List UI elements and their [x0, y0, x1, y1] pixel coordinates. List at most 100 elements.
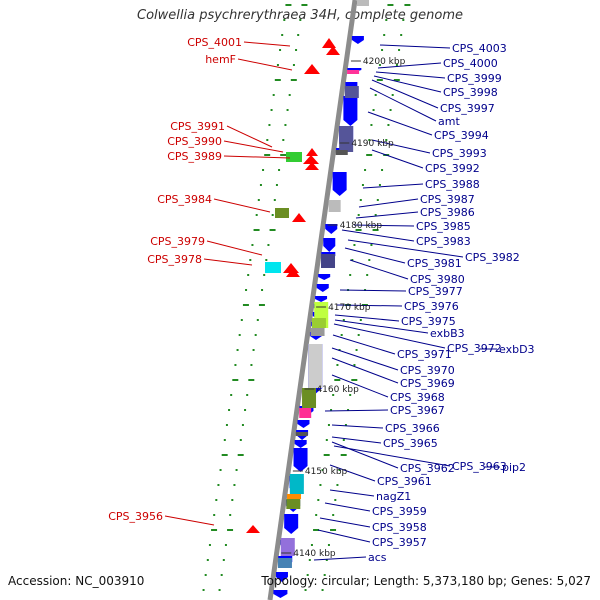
scale-tick: [325, 559, 328, 561]
scale-tick: [290, 79, 297, 81]
topology-text: Topology: circular; Length: 5,373,180 bp…: [261, 574, 591, 588]
scale-tick: [267, 244, 270, 246]
scale-tick: [338, 469, 341, 471]
gene-label-forward: CPS_3971: [397, 348, 452, 361]
scale-tick: [325, 439, 328, 441]
scale-tick: [402, 19, 405, 21]
scale-tick: [229, 514, 232, 516]
gene-arrow-reverse: [305, 162, 319, 170]
scale-tick: [278, 169, 281, 171]
leader-line: [344, 247, 406, 264]
gene-label-forward: CPS_3983: [416, 235, 471, 248]
gene-block-reverse: [275, 208, 289, 218]
rna-feature-block: [280, 538, 295, 556]
leader-line: [223, 155, 291, 159]
scale-tick: [376, 199, 379, 201]
gene-label-reverse: CPS_3978: [147, 253, 202, 266]
scale-tick: [359, 319, 362, 321]
rna-feature-block: [299, 408, 312, 418]
scale-tick: [315, 514, 318, 516]
scale-tick: [355, 229, 362, 231]
scale-tick: [222, 559, 225, 561]
gene-label-forward: CPS_3972: [447, 342, 502, 355]
gene-label-forward: CPS_3982: [465, 251, 520, 264]
gene-label-forward: CPS_3992: [425, 162, 480, 175]
scale-tick: [274, 79, 281, 81]
leader-line: [371, 149, 424, 169]
scale-tick: [319, 484, 322, 486]
gene-label-forward: CPS_3967: [390, 404, 445, 417]
gene-arrow-forward: [275, 572, 288, 582]
gene-arrow-reverse: [286, 268, 300, 277]
rna-feature-block: [357, 0, 369, 6]
scale-tick: [400, 34, 403, 36]
scale-tick: [349, 274, 352, 276]
gene-label-forward: CPS_3976: [404, 300, 459, 313]
scale-tick: [327, 544, 330, 546]
scale-tick: [204, 574, 207, 576]
gene-label-reverse: hemF: [205, 53, 236, 66]
leader-line: [371, 139, 431, 154]
gene-label-forward: CPS_3975: [401, 315, 456, 328]
leader-line: [362, 183, 424, 189]
leader-line: [334, 314, 400, 322]
scale-tick: [323, 574, 326, 576]
gene-label-reverse: CPS_3956: [108, 510, 163, 523]
scale-tick: [368, 139, 371, 141]
scale-tick: [351, 379, 358, 381]
gene-label-forward: CPS_3980: [410, 273, 465, 286]
scale-tick: [273, 199, 276, 201]
scale-tick: [220, 574, 223, 576]
leader-line: [237, 58, 293, 71]
gene-arrow-reverse: [246, 525, 260, 533]
gene-label-reverse: CPS_4001: [187, 36, 242, 49]
rna-feature-block: [328, 200, 341, 212]
scale-tick: [370, 124, 373, 126]
scale-tick: [244, 409, 247, 411]
gene-label-forward: CPS_3970: [400, 364, 455, 377]
scale-tick: [268, 124, 271, 126]
gene-label-forward: acs: [368, 551, 387, 564]
scale-tick: [218, 589, 221, 591]
scale-tick: [364, 169, 367, 171]
scale-tick: [240, 319, 243, 321]
scale-tick: [264, 154, 271, 156]
scale-label: 4150 kbp: [305, 467, 348, 477]
scale-tick: [359, 199, 362, 201]
rna-feature-block: [344, 86, 359, 98]
scale-tick: [272, 94, 275, 96]
gene-label-forward: CPS_3966: [385, 422, 440, 435]
scale-tick: [227, 529, 234, 531]
scale-tick: [236, 349, 239, 351]
leader-line: [333, 445, 451, 467]
map-title: Colwellia psychrerythraea 34H, complete …: [137, 8, 463, 23]
rna-feature-block: [295, 432, 308, 436]
scale-tick: [254, 334, 257, 336]
scale-tick: [378, 64, 381, 66]
gene-arrow-reverse: [303, 155, 319, 164]
gene-label-forward: CPS_3994: [434, 129, 489, 142]
scale-tick: [285, 4, 292, 6]
scale-tick: [357, 214, 360, 216]
scale-tick: [250, 364, 253, 366]
scale-tick: [262, 169, 265, 171]
leader-line: [377, 62, 442, 69]
scale-tick: [391, 94, 394, 96]
scale-tick: [223, 439, 226, 441]
gene-label-forward: CPS_4000: [443, 57, 498, 70]
scale-tick: [355, 349, 358, 351]
scale-tick: [221, 454, 228, 456]
leader-line: [373, 75, 442, 93]
scale-tick: [336, 364, 339, 366]
gene-arrow-reverse: [322, 38, 336, 48]
scale-tick: [225, 424, 228, 426]
scale-tick: [321, 469, 324, 471]
gene-arrow-forward: [351, 36, 364, 44]
gene-label-forward: CPS_3965: [383, 437, 438, 450]
scale-tick: [385, 19, 388, 21]
scale-tick: [239, 439, 242, 441]
scale-tick: [241, 424, 244, 426]
scale-tick: [261, 289, 264, 291]
gene-label-reverse: CPS_3984: [157, 193, 212, 206]
leader-line: [371, 79, 439, 109]
